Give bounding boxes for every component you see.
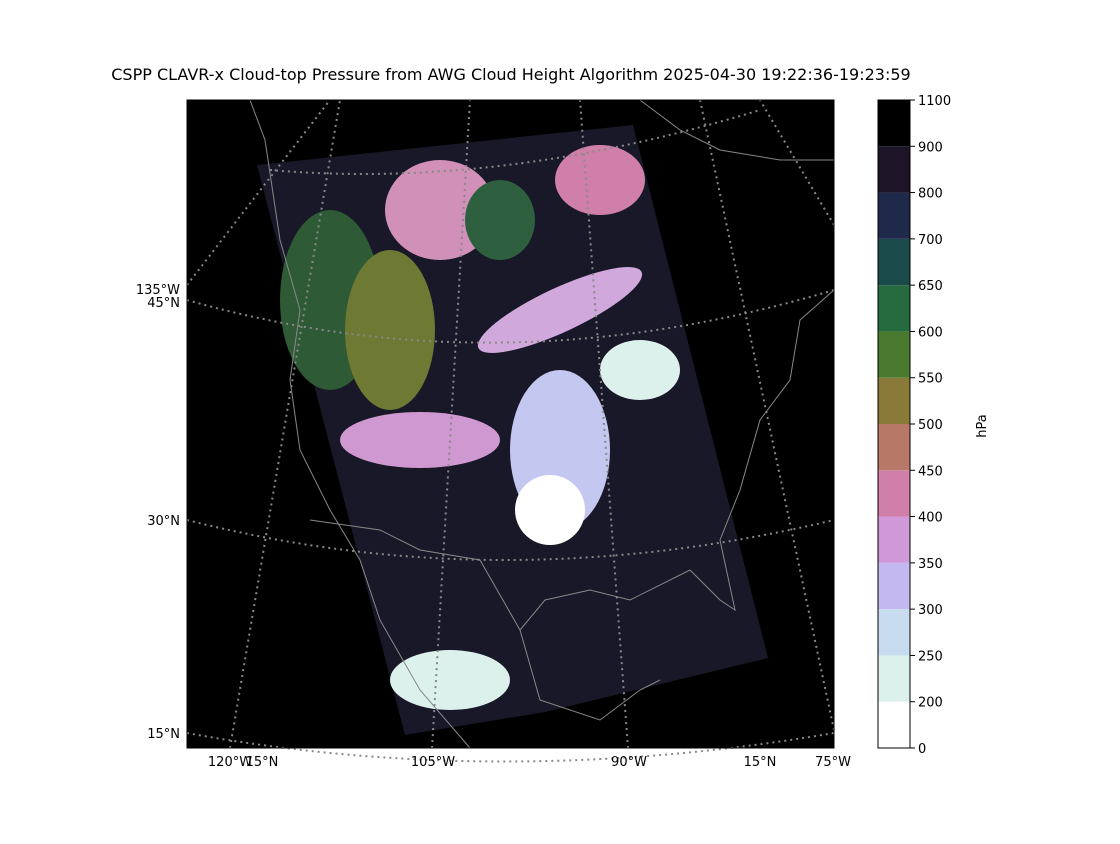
colorbar-segment	[878, 562, 910, 610]
cloud	[465, 180, 535, 260]
parallel	[186, 519, 835, 561]
colorbar-tick-label: 550	[918, 372, 943, 387]
cloud	[345, 250, 435, 410]
colorbar-tick-label: 200	[918, 696, 943, 711]
colorbar-segment	[878, 377, 910, 424]
parallel	[186, 732, 835, 763]
colorbar-segment	[878, 424, 910, 471]
colorbar-segment	[878, 470, 910, 517]
graticule-label: 75°W	[815, 755, 851, 770]
map-title: CSPP CLAVR-x Cloud-top Pressure from AWG…	[111, 65, 910, 84]
satellite-swath	[257, 125, 768, 735]
graticule-label: 135°W	[136, 283, 180, 298]
cloud	[477, 267, 643, 353]
colorbar-tick-label: 800	[918, 187, 943, 202]
coastlines	[249, 99, 835, 749]
cloud	[515, 475, 585, 545]
colorbar-tick-label: 1100	[918, 94, 951, 109]
colorbar-tick-label: 450	[918, 464, 943, 479]
coastline	[639, 99, 834, 161]
colorbar-tick-label: 300	[918, 603, 943, 618]
cloud	[385, 160, 495, 260]
colorbar-segment	[878, 609, 910, 656]
colorbar-segment	[878, 238, 910, 286]
graticule	[186, 99, 835, 763]
meridian	[229, 99, 341, 749]
colorbar-tick-label: 350	[918, 557, 943, 572]
meridian	[431, 99, 471, 749]
colorbar-tick-label: 900	[918, 140, 943, 155]
graticule-label: 90°W	[611, 755, 647, 770]
colorbar-segment	[878, 192, 910, 239]
coastline	[519, 289, 835, 631]
graticule-label: 15°N	[246, 755, 279, 770]
colorbar-tick-label: 250	[918, 649, 943, 664]
colorbar-segment	[878, 285, 910, 332]
colorbar-tick-label: 500	[918, 418, 943, 433]
colorbar-tick-label: 650	[918, 279, 943, 294]
graticule-label: 15°N	[147, 727, 180, 742]
cloud	[555, 145, 645, 215]
colorbar-tick-label: 700	[918, 233, 943, 248]
map-frame	[186, 99, 835, 749]
graticule-label: 15°N	[744, 755, 777, 770]
meridian	[759, 99, 835, 226]
colorbar-tick-label: 0	[918, 742, 926, 757]
coastline	[249, 99, 471, 749]
graticule-label: 30°N	[147, 514, 180, 529]
meridian	[579, 99, 629, 749]
colorbar-segment	[878, 655, 910, 702]
cloud	[390, 650, 510, 710]
colorbar-segment	[878, 331, 910, 378]
parallel	[186, 289, 835, 344]
colorbar-tick-label: 400	[918, 511, 943, 526]
colorbar-label: hPa	[975, 414, 990, 437]
graticule-label: 105°W	[411, 755, 455, 770]
border	[309, 519, 661, 721]
colorbar-tick-label: 600	[918, 325, 943, 340]
graticule-label: 45°N	[147, 296, 180, 311]
graticule-label: 120°W	[208, 755, 252, 770]
cloud	[600, 340, 680, 400]
colorbar-segment	[878, 146, 910, 193]
colorbar-segment	[878, 516, 910, 563]
colorbar-segment	[878, 701, 910, 748]
colorbar-segment	[878, 100, 910, 147]
cloud	[340, 412, 500, 468]
